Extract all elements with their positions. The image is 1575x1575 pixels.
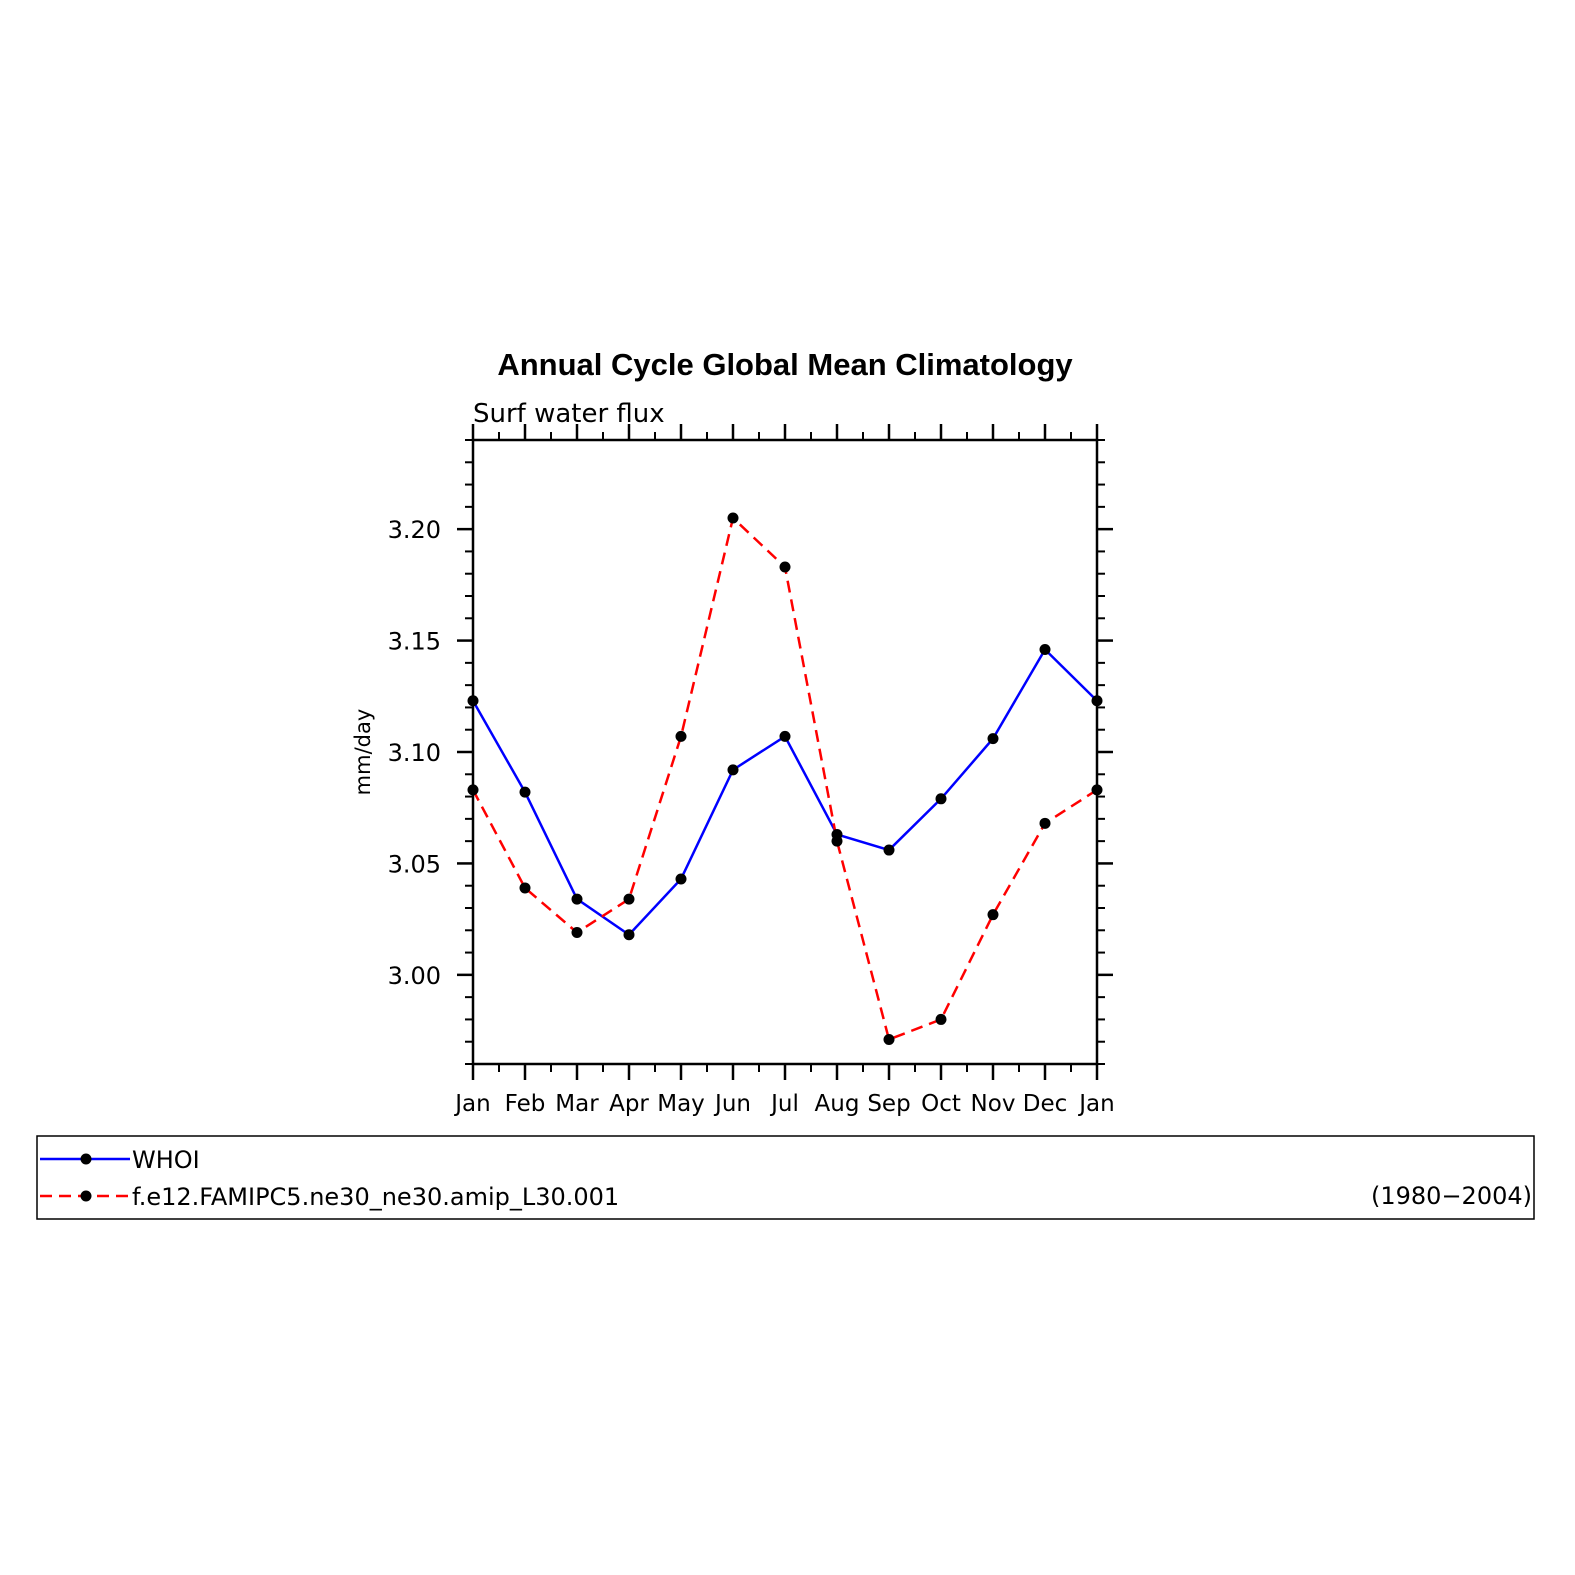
data-point-series-1 [1039, 643, 1051, 655]
data-point-series-2 [935, 1013, 947, 1025]
data-point-series-1 [779, 730, 791, 742]
data-point-series-2 [675, 730, 687, 742]
x-tick-label: Apr [609, 1091, 649, 1117]
y-tick-label: 3.15 [388, 628, 441, 656]
data-point-series-1 [727, 764, 739, 776]
series-line-2 [471, 515, 1098, 1042]
legend-label-2: f.e12.FAMIPC5.ne30_ne30.amip_L30.001 [132, 1183, 619, 1211]
legend-period-note: (1980−2004) [1371, 1182, 1532, 1210]
data-point-series-2 [779, 561, 791, 573]
axes: Jan Feb Mar Apr May Jun Jul Aug Sep Oct Nov Dec Jan 3… [388, 424, 1115, 1117]
series-layer [467, 512, 1103, 1045]
legend-marker-1 [80, 1153, 92, 1165]
chart-subtitle: Surf water flux [473, 399, 665, 429]
x-tick-label: Jul [769, 1091, 799, 1117]
data-point-series-2 [831, 835, 843, 847]
y-tick-label: 3.20 [388, 516, 441, 544]
x-tick-label: Jan [1077, 1091, 1114, 1117]
x-tick-label: Dec [1023, 1091, 1068, 1117]
data-point-series-2 [623, 893, 635, 905]
y-axis-label: mm/day [351, 709, 375, 796]
data-point-series-1 [623, 929, 635, 941]
y-tick-label: 3.00 [388, 962, 441, 990]
x-tick-label: Aug [815, 1091, 860, 1117]
plot-frame [471, 438, 1099, 1066]
y-tick-label: 3.05 [388, 850, 441, 878]
chart-title: Annual Cycle Global Mean Climatology [497, 347, 1073, 382]
data-point-series-1 [467, 695, 479, 707]
data-point-series-2 [519, 882, 531, 894]
data-point-series-2 [467, 784, 479, 796]
data-point-series-2 [727, 512, 739, 524]
data-point-series-1 [519, 786, 531, 798]
data-point-series-1 [935, 793, 947, 805]
legend-marker-2 [80, 1190, 92, 1202]
legend-label-1: WHOI [132, 1146, 200, 1174]
data-point-series-2 [987, 909, 999, 921]
data-point-series-2 [1091, 784, 1103, 796]
data-point-series-1 [987, 733, 999, 745]
data-point-series-1 [1091, 695, 1103, 707]
x-tick-label: Jan [453, 1091, 490, 1117]
legend: (1980−2004) WHOI f.e12.FAMIPC5.ne30_ne30.… [36, 1135, 1535, 1220]
x-tick-label: Oct [921, 1091, 961, 1117]
data-point-series-1 [883, 844, 895, 856]
y-tick-label: 3.10 [388, 739, 441, 767]
data-point-series-1 [675, 873, 687, 885]
x-tick-label: Feb [505, 1091, 546, 1117]
data-point-series-2 [571, 927, 583, 939]
x-tick-label: Mar [555, 1091, 599, 1117]
x-tick-label: Sep [867, 1091, 910, 1117]
data-point-series-2 [1039, 817, 1051, 829]
x-tick-label: Jun [713, 1091, 751, 1117]
x-tick-label: May [657, 1091, 705, 1117]
x-tick-label: Nov [971, 1091, 1016, 1117]
series-line-1 [471, 647, 1098, 937]
legend-box [36, 1135, 1535, 1220]
data-point-series-2 [883, 1033, 895, 1045]
data-point-series-1 [571, 893, 583, 905]
